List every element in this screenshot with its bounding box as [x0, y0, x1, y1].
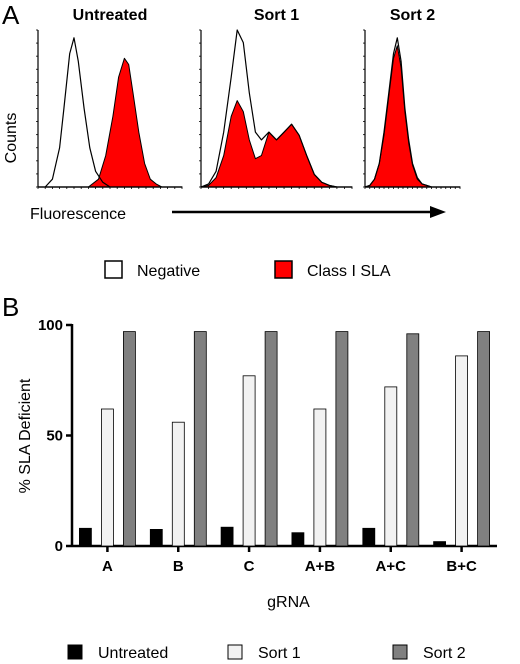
- bar-y-tick-label: 50: [46, 428, 63, 445]
- histogram-panel-2: Sort 1: [199, 7, 353, 189]
- histogram-title: Sort 2: [390, 7, 435, 24]
- bar-sort-2: [335, 331, 349, 547]
- legend-label-sort-2: Sort 2: [423, 645, 466, 662]
- legend-label-negative: Negative: [137, 263, 200, 280]
- bar-sort-2: [123, 331, 136, 547]
- bar-untreated: [433, 541, 447, 547]
- legend-swatch-sort-2: [392, 644, 408, 660]
- bar-category-label: B+C: [446, 558, 477, 575]
- histogram-negative-curve: [200, 29, 353, 188]
- bar-untreated: [220, 526, 234, 547]
- histogram-class-i-sla-curve: [200, 100, 353, 188]
- bar-sort-1: [313, 408, 327, 547]
- fluorescence-arrow: [172, 206, 446, 218]
- bar-untreated: [362, 527, 376, 547]
- bar-sort-1: [242, 375, 256, 547]
- bar-sort-1: [384, 386, 398, 547]
- legend-label-untreated: Untreated: [98, 645, 168, 662]
- bar-untreated: [291, 532, 305, 547]
- legend-label-sort-1: Sort 1: [258, 645, 301, 662]
- legend-swatch-negative: [104, 260, 123, 279]
- bar-category-label: A+B: [305, 558, 336, 575]
- bar-sort-2: [264, 331, 278, 547]
- histogram-panel-3: Sort 2: [363, 7, 461, 189]
- bar-y-tick-label: 0: [55, 538, 63, 555]
- bar-category-label: A+C: [376, 558, 407, 575]
- panel-b-letter: B: [2, 292, 19, 322]
- bar-sort-1: [171, 421, 185, 547]
- panel-a-legend: Negative Class I SLA: [104, 260, 391, 280]
- histogram-title: Untreated: [73, 7, 148, 24]
- bar-category-label: B: [173, 558, 184, 575]
- bar-chart: % SLA Deficient 0 50 100 A B C A+B A+C B+C gRNA Unt…: [17, 317, 497, 662]
- bar-legend: Untreated Sort 1 Sort 2: [67, 644, 466, 662]
- histogram-class-i-sla-curve: [364, 45, 461, 188]
- panel-a-ylabel: Counts: [3, 113, 20, 164]
- panel-a-xlabel: Fluorescence: [30, 206, 126, 223]
- histogram-title: Sort 1: [254, 7, 299, 24]
- bar-sort-2: [193, 331, 207, 547]
- panel-a-letter: A: [2, 0, 20, 30]
- bar-sort-1: [455, 355, 469, 547]
- bar-y-axis-label: % SLA Deficient: [17, 378, 34, 493]
- bar-sort-2: [477, 331, 491, 547]
- histogram-panels: Untreated Sort 1 Sort 2: [36, 7, 461, 189]
- bar-untreated: [79, 527, 92, 547]
- legend-label-class-i-sla: Class I SLA: [307, 263, 391, 280]
- bar-sort-2: [406, 333, 420, 547]
- legend-swatch-sort-1: [227, 644, 243, 660]
- legend-swatch-class-i-sla: [274, 260, 293, 279]
- bar-category-label: A: [102, 558, 113, 575]
- bar-x-axis-label: gRNA: [267, 594, 310, 611]
- bar-y-tick-label: 100: [38, 317, 63, 334]
- bar-sort-1: [101, 408, 114, 547]
- histogram-class-i-sla-curve: [37, 57, 183, 188]
- bar-category-label: C: [244, 558, 255, 575]
- histogram-negative-curve: [364, 37, 461, 188]
- histogram-panel-1: Untreated: [36, 7, 183, 189]
- bar-untreated: [149, 529, 163, 547]
- legend-swatch-untreated: [67, 644, 83, 660]
